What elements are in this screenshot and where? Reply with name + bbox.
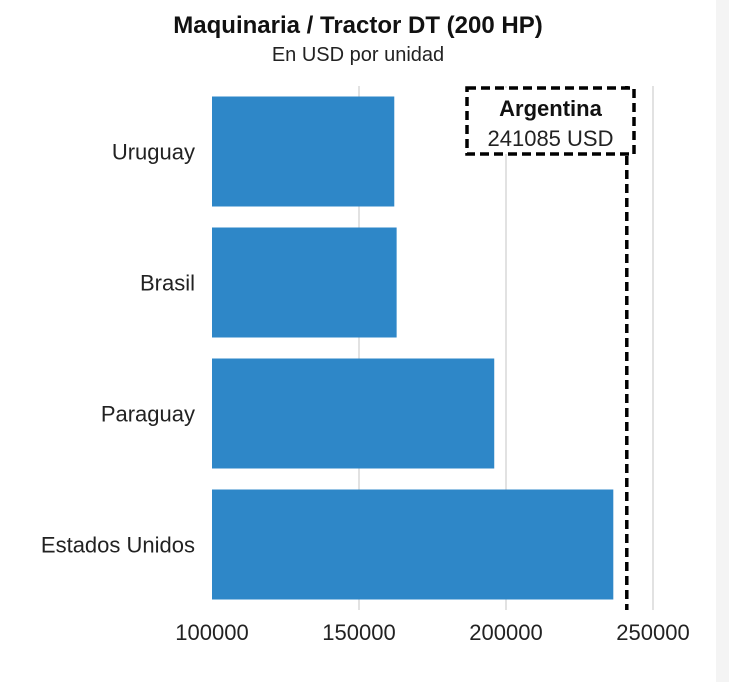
category-label: Brasil (140, 271, 195, 296)
bar (212, 227, 397, 338)
bar (212, 489, 614, 600)
x-tick-label: 100000 (175, 620, 248, 645)
bar (212, 358, 495, 469)
category-label: Estados Unidos (41, 533, 195, 558)
annotation-box (465, 86, 636, 156)
category-label: Uruguay (112, 140, 195, 165)
category-label: Paraguay (101, 402, 195, 427)
chart-subtitle: En USD por unidad (271, 44, 445, 66)
page-edge (716, 0, 729, 682)
x-tick-label: 250000 (616, 620, 689, 645)
annotation-label: Argentina (499, 96, 602, 121)
x-tick-label: 200000 (469, 620, 542, 645)
chart-title: Maquinaria / Tractor DT (200 HP) (173, 12, 543, 39)
x-tick-label: 150000 (322, 620, 395, 645)
bar (212, 96, 395, 207)
annotation-value: 241085 USD (488, 126, 614, 151)
